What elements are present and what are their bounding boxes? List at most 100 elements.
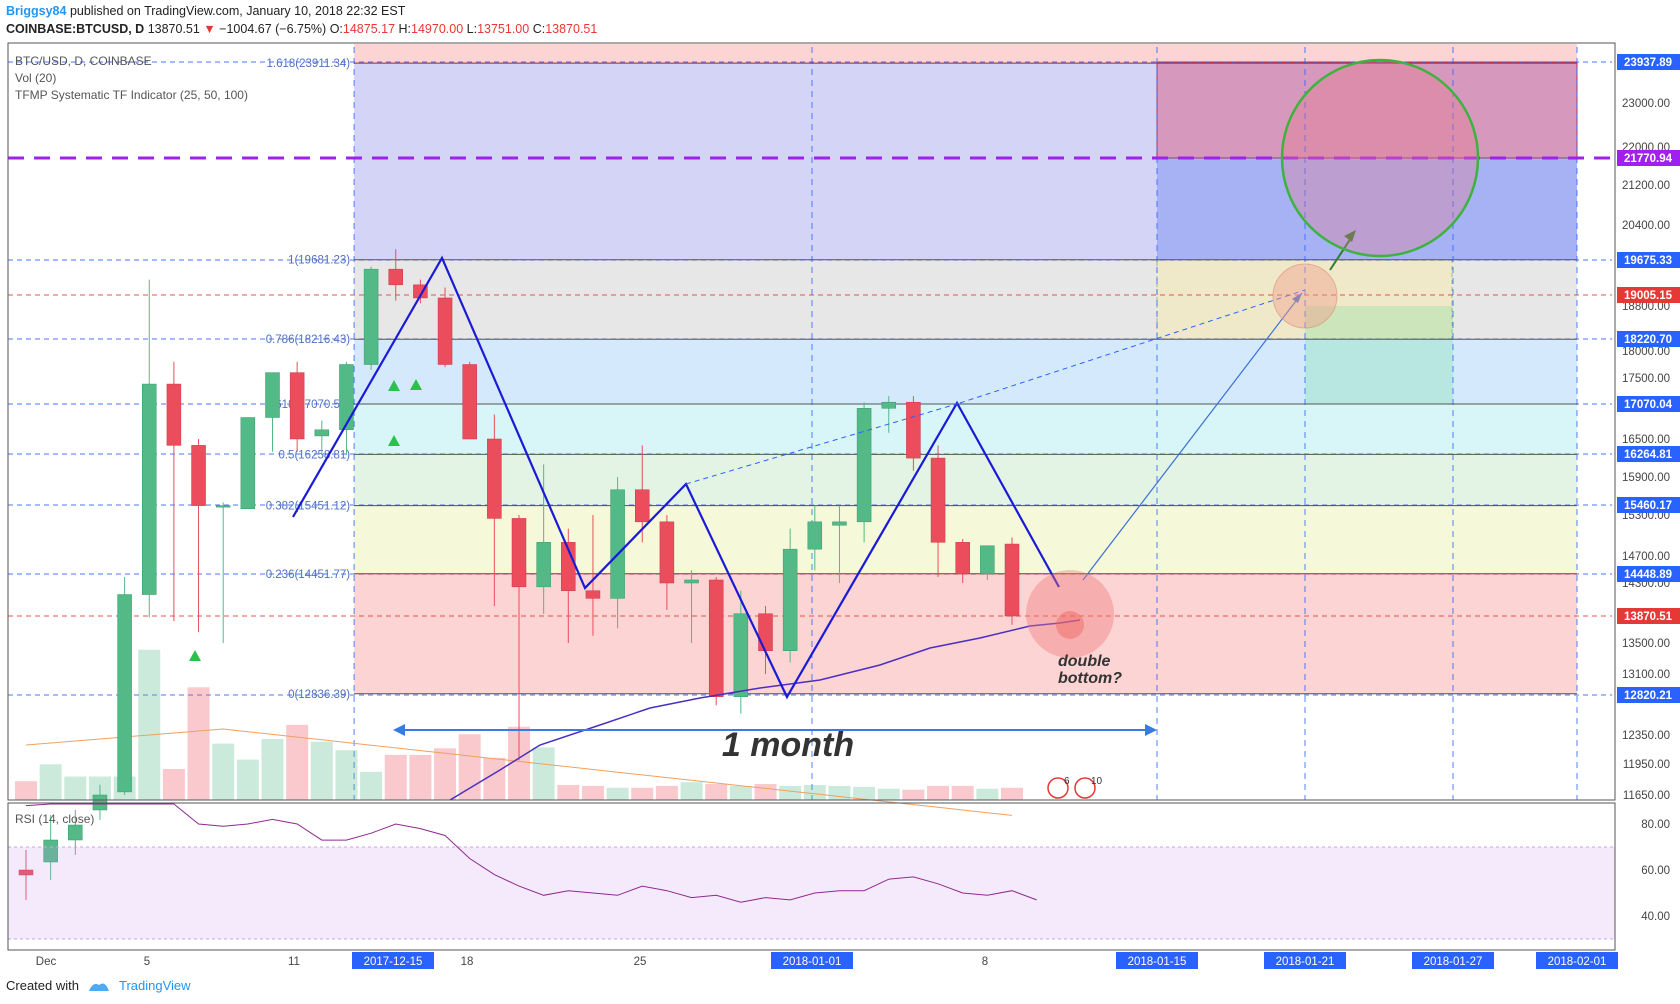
legend-indicator[interactable]: TFMP Systematic TF Indicator (25, 50, 10…: [15, 88, 248, 102]
time-tick-label: 11: [288, 956, 300, 968]
price-tag: [1617, 252, 1680, 268]
measure-arrow-left: [393, 724, 405, 736]
price-tag: [1617, 566, 1680, 582]
flag-icon: [1074, 777, 1096, 799]
target-circle: [1280, 58, 1480, 258]
volume-bar: [902, 789, 925, 800]
price-tag: [1617, 497, 1680, 513]
volume-bar: [877, 788, 900, 800]
volume-bar: [655, 785, 678, 800]
volume-bar: [508, 726, 530, 800]
price-tag-label: 23937.89: [1624, 57, 1672, 69]
flag-count: 10: [1091, 776, 1103, 787]
volume-bar: [261, 738, 284, 800]
price-tick-label: 16500.00: [1622, 434, 1670, 446]
candle-body: [856, 408, 872, 523]
publish-info: Briggsy84 published on TradingView.com, …: [6, 4, 405, 18]
rsi-tick-label: 80.00: [1641, 819, 1670, 831]
low-label: L:: [466, 22, 478, 36]
price-tag: [1617, 331, 1680, 347]
fib-zone-1: [354, 259, 1578, 340]
candle-body: [610, 489, 625, 599]
tradingview-link[interactable]: TradingView: [118, 978, 191, 993]
candle-body: [782, 548, 798, 652]
price-tick-label: 11950.00: [1623, 759, 1670, 771]
price-tag: [1617, 287, 1680, 303]
price-tag-label: 14448.89: [1624, 569, 1672, 581]
price-tick-label: 14700.00: [1622, 551, 1670, 563]
volume-bar: [557, 784, 580, 800]
high-label: H:: [398, 22, 412, 36]
candle-body: [585, 590, 601, 599]
volume-bar: [335, 750, 358, 800]
legend-title[interactable]: BTC/USD, D, COINBASE: [15, 54, 152, 68]
volume-bar: [927, 785, 950, 800]
projection-arrowhead: [1292, 293, 1302, 303]
time-tag-label: 2018-01-15: [1128, 956, 1187, 968]
trendline-dashed-ext: [959, 289, 1306, 404]
fib-zone-top: [354, 44, 1578, 64]
fib-label-5: 0.382(15451.12): [266, 501, 351, 513]
candle-body: [265, 372, 280, 418]
ohlc-line: COINBASE:BTCUSD, D 13870.51 ▼ −1004.67 (…: [6, 22, 597, 36]
fib-label-7: 0(12836.39): [288, 689, 350, 701]
fib-label-4: 0.5(16258.81): [278, 449, 350, 461]
fib-levels: 1.618(23911.34) 1(19681.23) 0.786(18216.43…: [266, 58, 1577, 701]
double-bottom-label: double: [1058, 653, 1111, 670]
buy-signal-icon: [388, 380, 400, 391]
legend-volume[interactable]: Vol (20): [15, 71, 57, 85]
price-tag-label: 17070.04: [1624, 399, 1673, 411]
author-link[interactable]: Briggsy84: [6, 4, 67, 18]
fib-zone-6: [354, 573, 1578, 694]
candle-body: [733, 613, 749, 697]
buy-signal-icon: [410, 379, 422, 390]
volume-bar: [39, 764, 62, 800]
candle-body: [930, 457, 946, 543]
high-value: 14970.00: [411, 22, 464, 36]
volume-bar: [680, 782, 703, 800]
fib-label-2: 0.786(18216.43): [266, 334, 351, 346]
buy-signal-icon: [189, 650, 201, 661]
double-bottom-circle-inner: [1056, 611, 1084, 639]
price-tag: [1617, 150, 1680, 166]
candle-body: [240, 417, 256, 510]
legend-rsi[interactable]: RSI (14, close): [15, 812, 95, 826]
candle-body: [832, 521, 847, 526]
rsi-line: [25, 803, 1037, 903]
time-tag: [1412, 952, 1494, 969]
price-tick-label: 13100.00: [1622, 669, 1670, 681]
rsi-tick-label: 60.00: [1641, 865, 1670, 877]
time-tag-label: 2018-01-21: [1276, 956, 1335, 968]
rsi-band: [8, 847, 1615, 939]
candle-body: [659, 521, 675, 584]
volume-ma-line: [25, 728, 1013, 816]
volume-bar: [15, 781, 37, 800]
volume-bars: [15, 649, 1023, 816]
candle-body: [881, 401, 896, 409]
price-tag-label: 19675.33: [1624, 255, 1672, 267]
projection-arrow: [1082, 292, 1303, 581]
candle-body: [684, 579, 699, 584]
time-tick-label: Dec: [36, 956, 57, 968]
target-box-upper: [1156, 61, 1578, 159]
volume-bar: [1001, 787, 1023, 800]
time-tick-label: 8: [982, 956, 988, 968]
volume-bar: [286, 724, 309, 800]
candle-body: [758, 613, 773, 652]
volume-bar: [64, 776, 87, 800]
open-value: 14875.17: [342, 22, 396, 36]
fib-label-1: 1(19681.23): [288, 255, 350, 267]
price-tick-label: 12350.00: [1622, 730, 1670, 742]
time-tag-label: 2018-01-01: [783, 956, 842, 968]
time-tick-label: 25: [634, 956, 647, 968]
volume-bar: [951, 785, 974, 800]
volume-bar: [631, 787, 654, 800]
candle-body: [955, 542, 970, 575]
candle-body: [166, 383, 182, 446]
volume-bar: [212, 743, 235, 800]
open-label: O:: [329, 22, 343, 36]
volume-bar: [483, 757, 506, 800]
down-arrow-icon: ▼: [203, 22, 216, 36]
time-tag-label: 2018-01-27: [1424, 956, 1483, 968]
